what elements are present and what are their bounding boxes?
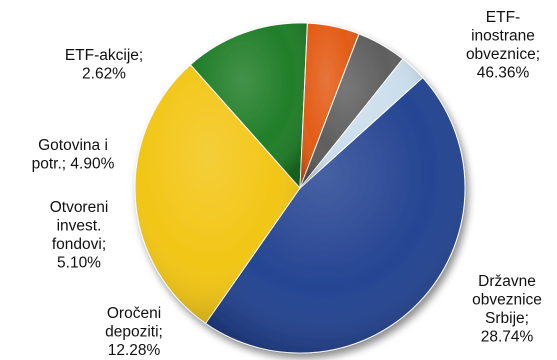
- pie-slice-label: Oročeni depoziti; 12.28%: [105, 305, 163, 359]
- pie-slice-label: ETF-inostrane obveznice; 46.36%: [466, 9, 540, 82]
- pie-slice: [204, 76, 466, 354]
- pie-slice-label: Otvoreni invest. fondovi; 5.10%: [50, 199, 109, 272]
- pie-labels: ETF-inostrane obveznice; 46.36% Državne obve…: [32, 9, 542, 359]
- pie-slice-label: Državne obveznice Srbije; 28.74%: [472, 273, 542, 346]
- pie-slice: [134, 63, 301, 325]
- pie-slice-label: Gotovina i potr.; 4.90%: [32, 137, 115, 173]
- pie-slices: [134, 22, 466, 354]
- pie-slice: [189, 22, 308, 190]
- pie-slice-label: ETF-akcije; 2.62%: [65, 47, 143, 83]
- pie-slice: [299, 58, 424, 189]
